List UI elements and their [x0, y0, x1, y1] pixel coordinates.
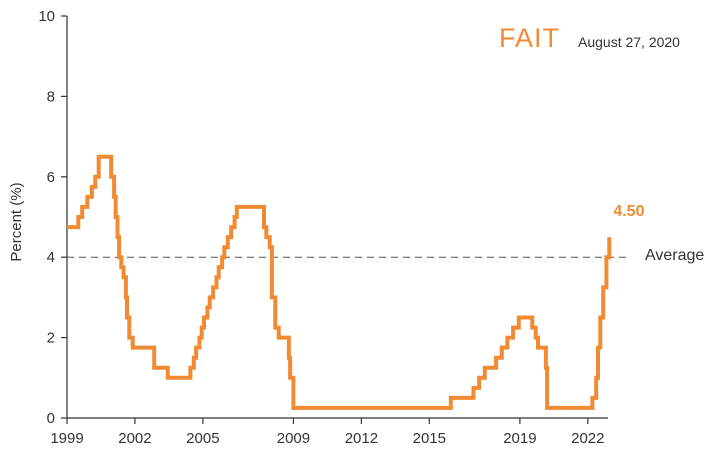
- x-tick-label: 2019: [503, 430, 536, 447]
- average-label: Average: [645, 247, 704, 264]
- x-tick-label: 2022: [571, 430, 604, 447]
- series-line: [67, 154, 612, 410]
- annotation-title: FAIT: [499, 23, 560, 53]
- y-tick-label: 10: [38, 8, 55, 25]
- x-tick-label: 2002: [118, 430, 151, 447]
- x-tick-label: 2009: [277, 430, 310, 447]
- x-tick-label: 1999: [50, 430, 83, 447]
- y-axis: 0 2 4 6 8 10: [38, 8, 68, 427]
- x-tick-label: 2015: [413, 430, 446, 447]
- y-axis-title: Percent (%): [8, 182, 25, 261]
- y-tick-label: 4: [47, 249, 55, 266]
- y-tick-label: 6: [47, 169, 55, 186]
- y-tick-label: 0: [47, 410, 55, 427]
- end-value-label: 4.50: [613, 203, 644, 220]
- x-axis: 1999 2002 2005 2009 2012 2015 2019 2022: [50, 417, 608, 447]
- x-tick-label: 2012: [345, 430, 378, 447]
- y-tick-label: 8: [47, 88, 55, 105]
- x-tick-label: 2005: [186, 430, 219, 447]
- annotation-date: August 27, 2020: [578, 34, 680, 50]
- y-tick-label: 2: [47, 330, 55, 347]
